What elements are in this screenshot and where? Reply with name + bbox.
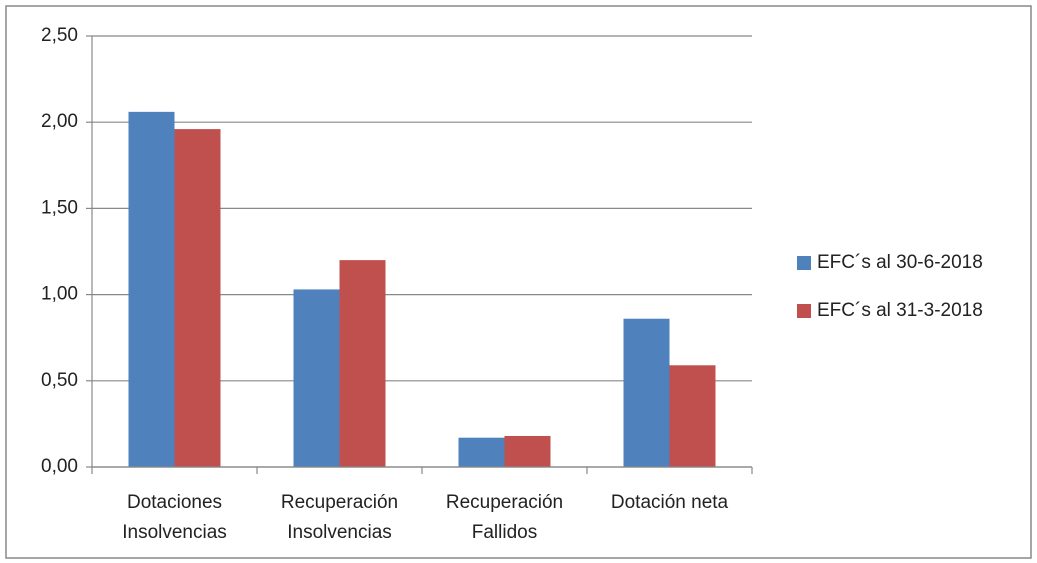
y-tick-label: 1,50 [41, 197, 78, 218]
bar [458, 437, 505, 467]
y-tick-label: 2,00 [41, 111, 78, 132]
x-tick-label: Recuperación Fallidos [446, 492, 563, 543]
bar [293, 289, 340, 467]
y-tick-label: 0,50 [41, 370, 78, 391]
y-tick-label: 2,50 [41, 25, 78, 46]
bar [339, 260, 386, 467]
bar [669, 365, 716, 467]
legend-swatch [797, 256, 811, 270]
y-tick-label: 0,00 [41, 456, 78, 477]
x-tick-label: Recuperación Insolvencias [281, 492, 398, 543]
bar [128, 111, 175, 467]
bar [504, 435, 551, 467]
x-tick-label: Dotaciones Insolvencias [122, 492, 227, 543]
legend-label: EFC´s al 30-6-2018 [817, 252, 983, 273]
y-tick-label: 1,00 [41, 284, 78, 305]
bar [623, 318, 670, 467]
x-tick-label: Dotación neta [611, 492, 729, 513]
legend-swatch [797, 304, 811, 318]
legend-label: EFC´s al 31-3-2018 [817, 300, 983, 321]
bar [174, 129, 221, 467]
